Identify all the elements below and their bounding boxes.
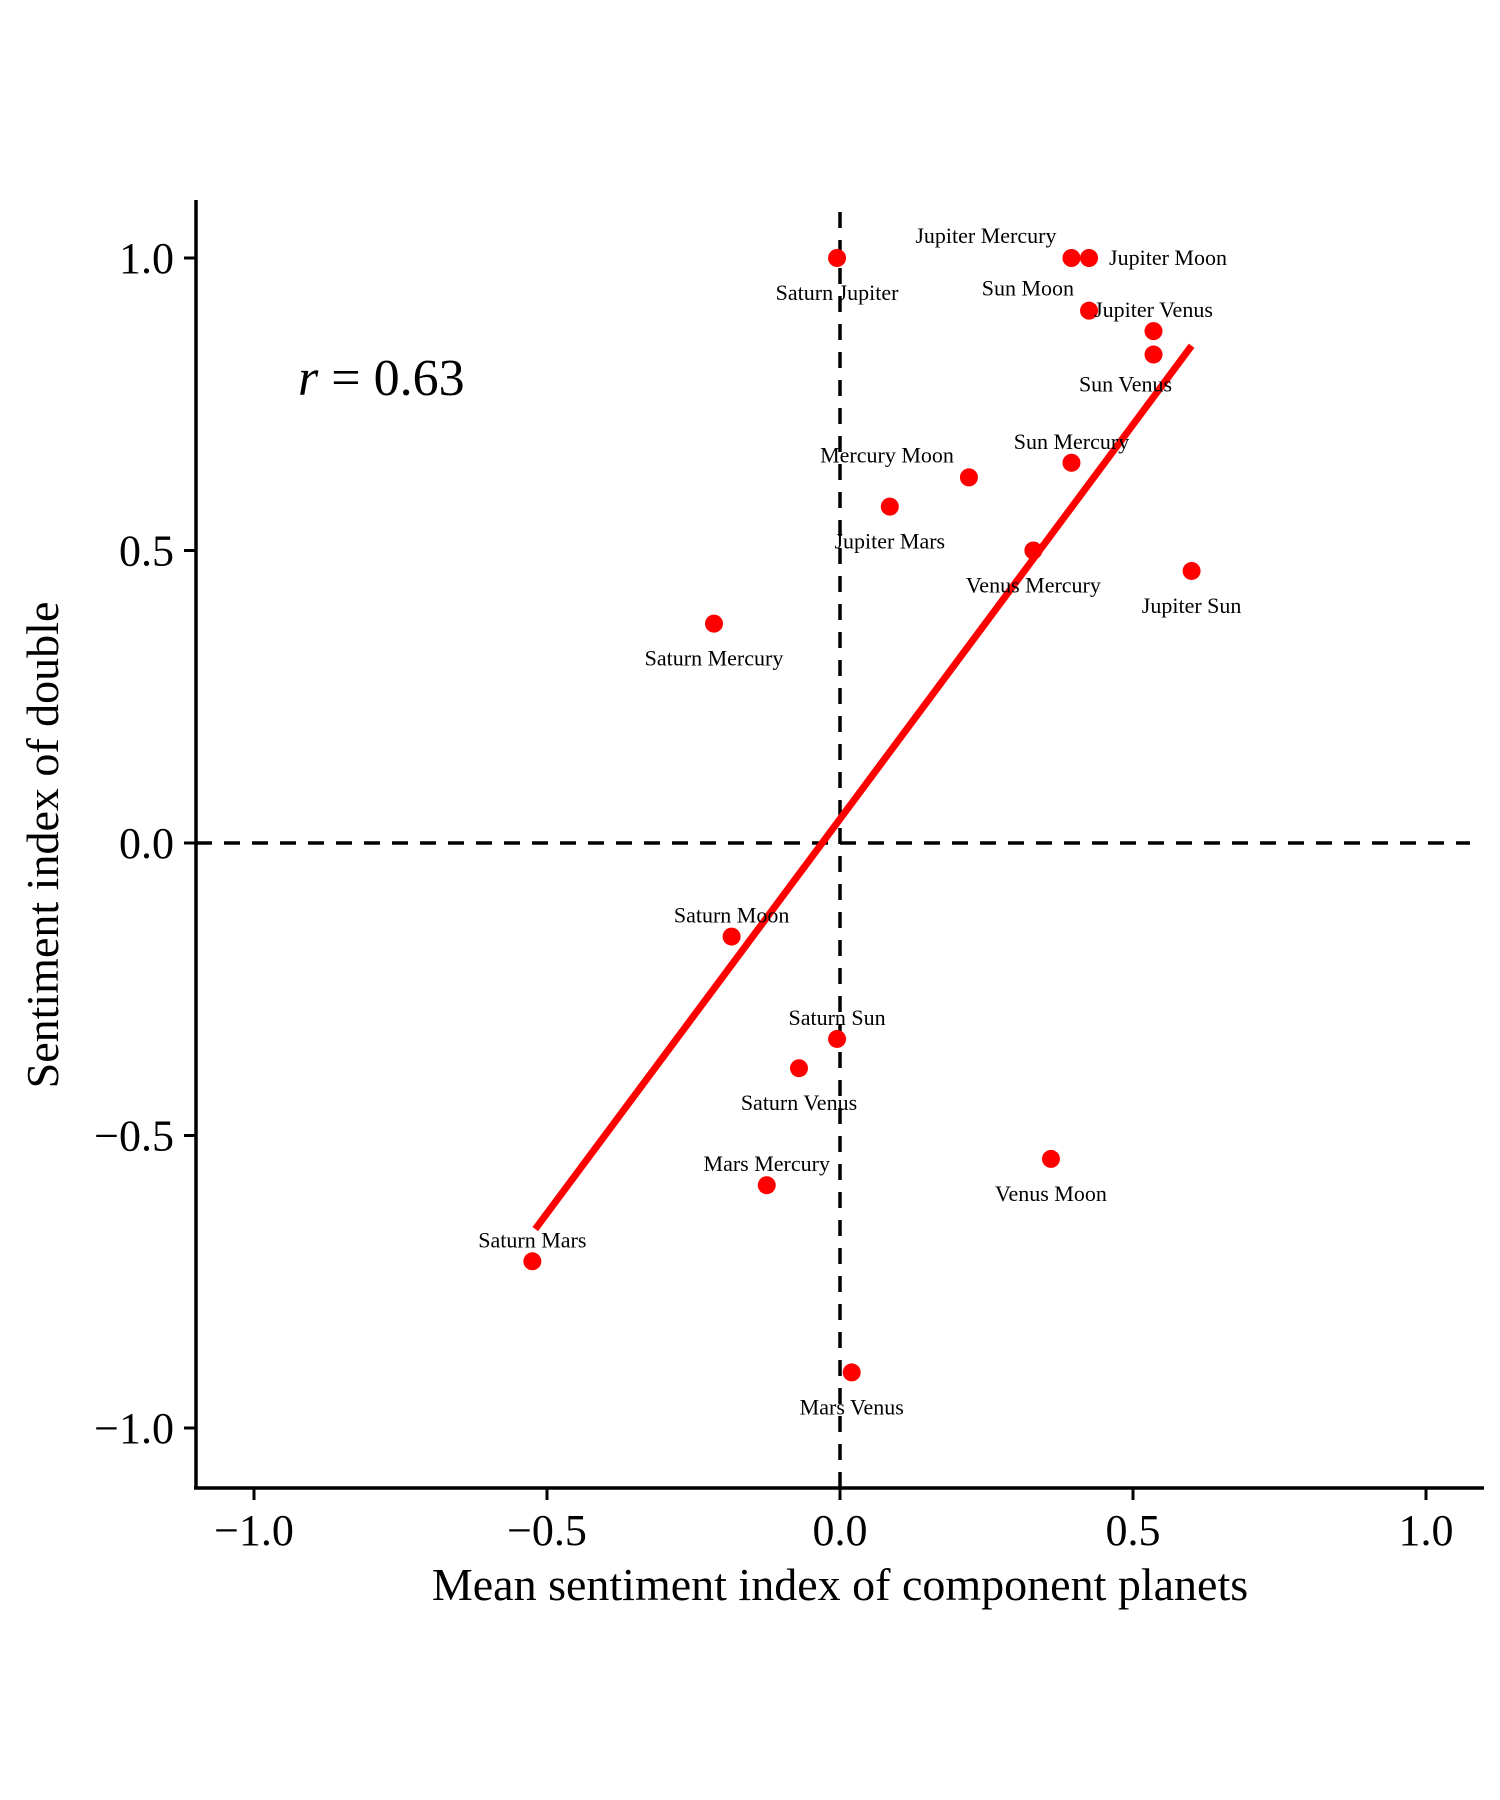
data-point xyxy=(1024,541,1043,560)
x-tick-label: 1.0 xyxy=(1399,1506,1454,1555)
data-point xyxy=(1144,322,1163,341)
y-tick-label: −1.0 xyxy=(94,1404,174,1453)
point-label: Saturn Mercury xyxy=(645,646,784,671)
data-point xyxy=(1062,249,1081,267)
point-label: Venus Moon xyxy=(995,1181,1107,1206)
axis-ticks: −1.0 −0.5 0.0 0.5 1.0 1.0 0.5 0.0 −0.5 −1.0 xyxy=(94,234,1453,1555)
correlation-symbol: r xyxy=(298,350,319,407)
regression-line xyxy=(532,343,1195,1232)
x-tick-label: −0.5 xyxy=(507,1506,587,1555)
y-tick-label: 0.0 xyxy=(119,819,174,868)
point-label: Mercury Moon xyxy=(820,442,954,467)
data-point xyxy=(1080,249,1099,267)
point-label: Mars Venus xyxy=(800,1394,904,1419)
point-label: Jupiter Mercury xyxy=(915,223,1056,248)
data-point xyxy=(722,927,741,946)
y-tick-label: −0.5 xyxy=(94,1112,174,1161)
data-point xyxy=(828,249,847,267)
data-point xyxy=(828,1029,847,1048)
data-point xyxy=(1080,301,1099,320)
point-label: Mars Mercury xyxy=(704,1151,830,1176)
point-label: Saturn Mars xyxy=(478,1227,586,1252)
data-point xyxy=(880,497,899,516)
data-point xyxy=(1041,1149,1060,1168)
data-point xyxy=(1182,561,1201,580)
data-point xyxy=(705,614,724,633)
y-tick-label: 1.0 xyxy=(119,234,174,283)
x-tick-label: −1.0 xyxy=(214,1506,294,1555)
correlation-annotation: r = 0.63 xyxy=(298,350,465,407)
point-label: Sun Mercury xyxy=(1014,429,1129,454)
data-point xyxy=(959,468,978,487)
point-label: Jupiter Venus xyxy=(1094,297,1213,322)
data-point xyxy=(757,1176,776,1195)
point-label: Sun Venus xyxy=(1079,372,1172,397)
point-label: Jupiter Sun xyxy=(1142,593,1242,618)
data-point xyxy=(523,1252,542,1271)
x-tick-label: 0.0 xyxy=(813,1506,868,1555)
plot-area: Saturn Jupiter Jupiter Mercury Jupiter Moo… xyxy=(196,212,1470,1488)
data-point xyxy=(842,1363,861,1382)
point-label: Jupiter Mars xyxy=(835,529,946,554)
data-point xyxy=(789,1059,808,1078)
y-tick-label: 0.5 xyxy=(119,527,174,576)
point-label: Venus Mercury xyxy=(966,573,1101,598)
point-label: Saturn Sun xyxy=(788,1005,885,1030)
data-point xyxy=(1062,453,1081,472)
point-label: Sun Moon xyxy=(982,276,1074,301)
point-label: Jupiter Moon xyxy=(1109,245,1227,270)
x-axis-title: Mean sentiment index of component planet… xyxy=(432,1559,1248,1610)
x-tick-label: 0.5 xyxy=(1106,1506,1161,1555)
point-label: Saturn Moon xyxy=(674,903,790,928)
point-label: Saturn Venus xyxy=(741,1090,857,1115)
point-label: Saturn Jupiter xyxy=(776,280,899,305)
data-point xyxy=(1144,345,1163,364)
y-axis-title: Sentiment index of double xyxy=(17,602,68,1089)
correlation-value: = 0.63 xyxy=(318,350,464,407)
